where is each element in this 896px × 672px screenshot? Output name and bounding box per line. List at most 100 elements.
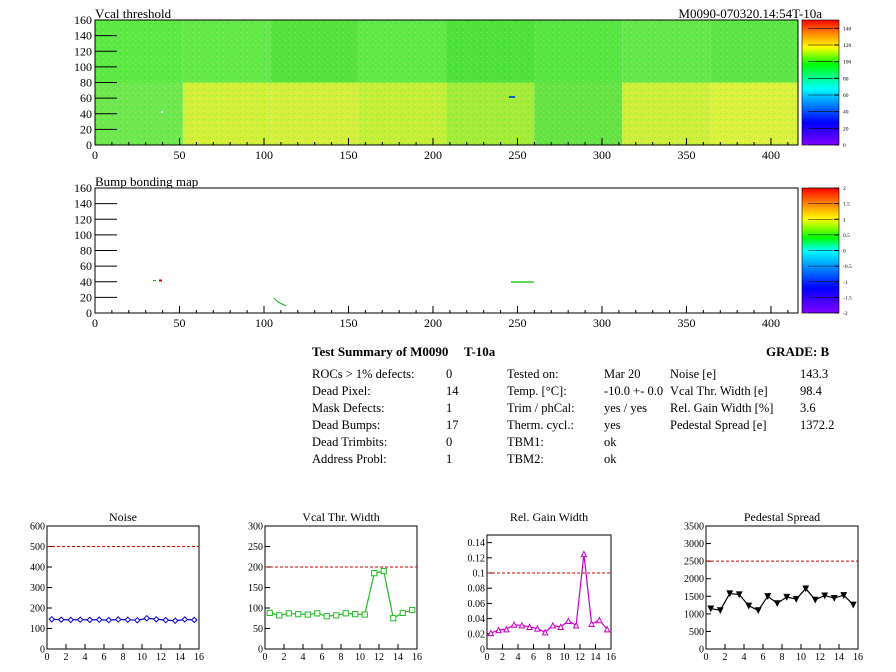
x-tick-label: 16: [853, 652, 863, 663]
data-point: [595, 616, 603, 624]
y-tick-label: 0: [86, 138, 92, 152]
data-point: [380, 568, 387, 575]
x-tick-label: 0: [485, 652, 490, 663]
summary-label: Dead Bumps:: [312, 418, 381, 432]
vcal-threshold-map: Vcal threshold M0090-070320.14:54T-10a 0…: [74, 6, 852, 162]
data-point: [849, 601, 857, 609]
x-tick-label: 16: [606, 652, 616, 663]
data-point: [840, 592, 848, 599]
y-tick-label: 1500: [684, 592, 704, 603]
data-point: [276, 612, 283, 619]
data-point: [821, 592, 829, 600]
x-tick-label: 16: [194, 652, 204, 663]
color-scale-label: 120: [843, 43, 852, 49]
x-tick-label: 250: [508, 316, 526, 330]
y-tick-label: 3500: [684, 522, 704, 533]
data-point: [266, 609, 273, 617]
data-point: [518, 621, 526, 629]
roc-chart-0: Noise 0 2 4 6 8 10 12 14 16 0 100 200 300 400 500 600: [30, 510, 204, 663]
data-point: [811, 596, 819, 604]
data-point: [745, 602, 753, 610]
x-tick-label: 200: [424, 316, 442, 330]
x-tick-label: 50: [173, 316, 185, 330]
data-point: [792, 595, 800, 603]
color-scale-label: 0: [843, 249, 846, 255]
color-scale-label: 0: [843, 143, 846, 149]
x-tick-label: 6: [761, 652, 766, 663]
x-tick-label: 10: [796, 652, 806, 663]
x-tick-label: 10: [560, 652, 570, 663]
y-tick-label: 100: [30, 624, 45, 635]
y-tick-label: 0: [480, 645, 485, 656]
data-point: [510, 620, 518, 628]
y-tick-label: 100: [74, 228, 92, 242]
x-tick-label: 150: [339, 148, 357, 162]
data-point: [726, 590, 734, 598]
data-point: [371, 570, 378, 577]
color-scale-label: 40: [843, 110, 849, 116]
data-point: [735, 591, 743, 599]
summary-label: Pedestal Spread [e]: [670, 418, 767, 432]
data-point: [152, 615, 160, 623]
data-point: [57, 616, 65, 623]
summary-label: TBM2:: [507, 452, 544, 466]
y-tick-label: 80: [80, 76, 92, 90]
data-point: [830, 594, 838, 602]
chart-title: Rel. Gain Width: [510, 510, 588, 524]
x-tick-label: 16: [412, 652, 422, 663]
data-point: [802, 585, 810, 593]
y-tick-label: 20: [80, 290, 92, 304]
map-texture: [95, 20, 798, 145]
color-scale-bar: [801, 19, 840, 146]
y-tick-label: 250: [248, 542, 263, 553]
summary-value: 1372.2: [800, 418, 835, 432]
color-scale-label: 140: [843, 26, 852, 32]
x-tick-label: 2: [500, 652, 505, 663]
data-point: [162, 616, 170, 624]
summary-value: 1: [446, 452, 453, 466]
data-point: [588, 620, 596, 628]
x-tick-label: 8: [121, 652, 126, 663]
summary-label: Dead Trimbits:: [312, 435, 388, 449]
color-scale-label: -2: [843, 311, 848, 317]
summary-label: Trim / phCal:: [507, 401, 575, 415]
data-point: [390, 615, 397, 622]
y-tick-label: 40: [80, 107, 92, 121]
x-tick-label: 350: [677, 316, 695, 330]
x-tick-label: 2: [723, 652, 728, 663]
y-tick-label: 0.08: [468, 584, 486, 595]
summary-grade: GRADE: B: [766, 344, 830, 359]
y-tick-label: 0.04: [468, 614, 486, 625]
data-point: [105, 616, 113, 624]
x-tick-label: 300: [593, 148, 611, 162]
y-tick-label: 0.12: [468, 553, 486, 564]
summary-value: 17: [446, 418, 459, 432]
dead-bump: [159, 279, 162, 282]
color-scale-label: -1: [843, 280, 848, 286]
data-point: [580, 550, 588, 558]
y-tick-label: 120: [74, 44, 92, 58]
color-scale-label: 60: [843, 93, 849, 99]
x-tick-label: 4: [516, 652, 521, 663]
x-tick-label: 12: [815, 652, 825, 663]
summary-value: 0: [446, 367, 453, 381]
data-point: [495, 626, 503, 634]
data-point: [333, 612, 340, 619]
y-tick-label: 0: [699, 645, 704, 656]
x-tick-label: 4: [83, 652, 88, 663]
data-point: [764, 593, 772, 601]
y-tick-label: 40: [80, 275, 92, 289]
color-scale-label: 20: [843, 126, 849, 132]
data-point: [323, 613, 330, 620]
summary-value: 14: [446, 384, 459, 398]
color-scale-label: 2: [843, 186, 846, 192]
summary-label: Noise [e]: [670, 367, 717, 381]
chart-title: Vcal Thr. Width: [302, 510, 379, 524]
vcal-map-color-scale: 0 20 40 60 80 100 120 140: [801, 19, 852, 149]
data-point: [86, 616, 94, 624]
y-tick-label: 2500: [684, 557, 704, 568]
dead-bump: [153, 280, 156, 281]
summary-value: ok: [604, 452, 617, 466]
y-tick-label: 0: [40, 645, 45, 656]
